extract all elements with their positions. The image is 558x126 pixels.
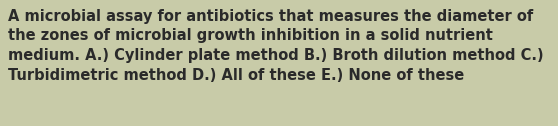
Text: A microbial assay for antibiotics that measures the diameter of
the zones of mic: A microbial assay for antibiotics that m… — [8, 9, 544, 83]
